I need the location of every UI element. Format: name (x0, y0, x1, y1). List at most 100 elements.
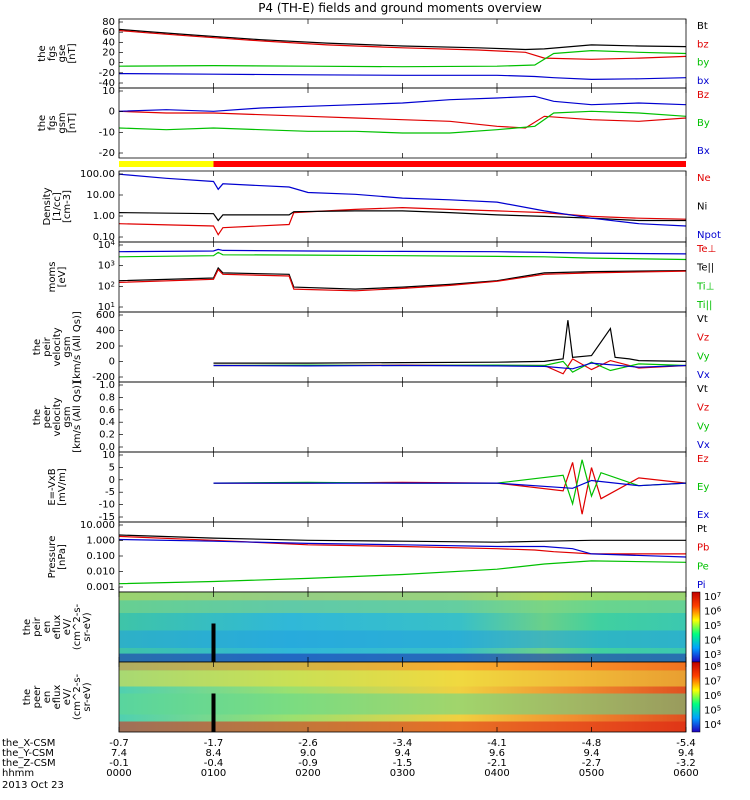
series-line-bz (119, 29, 686, 60)
legend-entry: Pe (697, 561, 709, 572)
y-axis-label: gsm (57, 112, 68, 133)
y-tick-label: 10.000 (80, 520, 115, 531)
y-tick-label: -40 (99, 78, 115, 89)
y-tick-label: 1.0 (99, 380, 115, 391)
y-axis-label: [mV/m] (57, 468, 68, 506)
y-axis-label: E=-VxB (47, 468, 58, 505)
x-tick-label: 0200 (295, 768, 320, 779)
y-tick-label: 20 (102, 48, 115, 59)
legend-entry: Vz (697, 333, 709, 344)
y-axis-label: eV/ (62, 618, 73, 635)
series-line-te (119, 268, 686, 292)
y-tick-label: -20 (99, 68, 115, 79)
y-axis-label: peir (42, 336, 53, 356)
x-tick-label: 8.4 (206, 748, 222, 759)
x-axis-row-label: the_X-CSM (2, 738, 55, 749)
spectrogram-band (119, 721, 686, 732)
x-tick-label: 9.4 (678, 748, 694, 759)
legend-entry: Npot (697, 230, 721, 241)
legend-entry: Bt (697, 21, 708, 32)
colorbar-tick: 106 (704, 690, 722, 702)
y-tick-label: 0.10 (93, 232, 115, 243)
legend-entry: Ey (697, 482, 709, 493)
series-line-pe (119, 560, 686, 585)
y-axis-label: [1/cc] (52, 192, 63, 221)
y-axis-label: [nT] (67, 113, 78, 133)
data-gap (211, 623, 216, 662)
series-line-vx (213, 362, 686, 370)
series-group (119, 173, 686, 236)
y-tick-label: 1.00 (93, 211, 115, 222)
series-line-ez (213, 462, 686, 515)
colorbar-tick: 106 (704, 606, 722, 618)
x-axis-row-label: the_Z-CSM (2, 758, 56, 769)
series-line-bt (119, 28, 686, 51)
data-gap (211, 693, 216, 732)
y-axis-label: [nT] (67, 43, 78, 63)
y-tick-label: 10 (102, 450, 115, 461)
y-axis-label: [km/s (All Qs)] (72, 311, 83, 383)
y-axis-label: [nPa] (57, 544, 68, 570)
y-axis-label: the (37, 115, 48, 131)
y-axis-label: the (22, 689, 33, 705)
panel-4: the peir velocity gsm [km/s (All Qs)] 600 400 2… (32, 310, 710, 383)
x-axis-labels: the_X-CSM -0.7 -1.7 -2.6 -3.4 -4.1 -4.8 -5.4 the… (2, 738, 699, 791)
panel-3: moms [eV] 104 103 102 101 Te⊥ Te|| Ti⊥ Ti|| (47, 239, 716, 313)
colorbar-tick: 107 (704, 676, 721, 688)
series-line-pi (119, 538, 686, 558)
y-axis-label: velocity (52, 397, 63, 436)
x-tick-label: -2.1 (487, 758, 507, 769)
series-line-ex (213, 479, 686, 489)
y-tick-label: 0.0 (99, 442, 115, 453)
panel-1: the fgs gsm [nT] 10 0 -10 -20 Bz By Bx (37, 86, 710, 159)
legend-entry: bz (697, 39, 709, 50)
y-tick-label: 104 (98, 239, 116, 251)
y-axis-label: [km/s (All Qs)] (72, 381, 83, 453)
y-tick-label: 0.6 (99, 405, 115, 416)
x-tick-label: 9.6 (489, 748, 505, 759)
legend-entry: Vy (697, 351, 710, 362)
y-tick-label: -200 (92, 372, 115, 383)
status-bar (119, 161, 686, 167)
panel-frame (118, 451, 687, 523)
y-axis-label: the (32, 339, 43, 355)
legend-entry: Vx (697, 370, 710, 381)
y-axis-label: gsm (62, 336, 73, 357)
legend-entry: Ti⊥ (696, 281, 714, 292)
legend-entry: by (697, 58, 709, 69)
y-axis-label: (cm^2-s- (72, 673, 83, 720)
x-tick-label: -4.8 (582, 738, 602, 749)
legend-entry: Te⊥ (696, 244, 716, 255)
x-tick-label: 0100 (201, 768, 226, 779)
series-line-by (119, 49, 686, 68)
y-axis-label: the (37, 45, 48, 61)
y-tick-label: 0.001 (86, 582, 115, 593)
colorbar-tick: 104 (704, 635, 722, 647)
colorbar: 107 106 105 104 103 (691, 591, 722, 663)
colorbar-tick: 103 (704, 649, 721, 661)
spectrogram-band (119, 670, 686, 687)
series-group (119, 28, 686, 81)
y-axis-label: eV/ (62, 688, 73, 705)
y-axis-label: [eV] (57, 267, 68, 288)
series-line-bx (119, 73, 686, 81)
panel-8: the peir en eflux eV/(cm^2-s-sr-eV) 107 106 105… (22, 591, 722, 663)
y-tick-label: 0.100 (86, 551, 115, 562)
y-axis-label: moms (47, 262, 58, 293)
y-axis-label: en (42, 621, 53, 634)
y-axis-label: peir (32, 616, 43, 636)
y-axis-label: the (32, 409, 43, 425)
figure-title: P4 (TH-E) fields and ground moments over… (258, 1, 542, 15)
y-tick-label: 0 (109, 357, 115, 368)
y-axis-label: eflux (52, 615, 63, 640)
series-line-pt (119, 534, 686, 543)
y-tick-label: 10 (102, 86, 115, 97)
legend-entry: Vt (697, 384, 708, 395)
x-tick-label: -0.4 (204, 758, 224, 769)
y-axis-label: fgs (47, 115, 58, 130)
x-tick-label: -0.7 (109, 738, 129, 749)
legend-entry: Ez (697, 454, 709, 465)
x-tick-label: -0.9 (298, 758, 318, 769)
colorbar: 108 107 106 105 104 (691, 661, 722, 733)
colorbar-tick: 104 (704, 719, 722, 731)
